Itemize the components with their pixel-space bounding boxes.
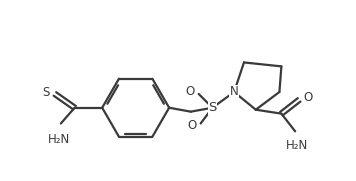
Text: S: S [208,101,217,114]
Text: O: O [185,85,195,98]
Text: H₂N: H₂N [286,139,308,152]
Text: S: S [43,87,50,100]
Text: H₂N: H₂N [48,133,70,146]
Text: O: O [303,91,312,104]
Text: N: N [230,85,239,98]
Text: O: O [188,119,197,132]
